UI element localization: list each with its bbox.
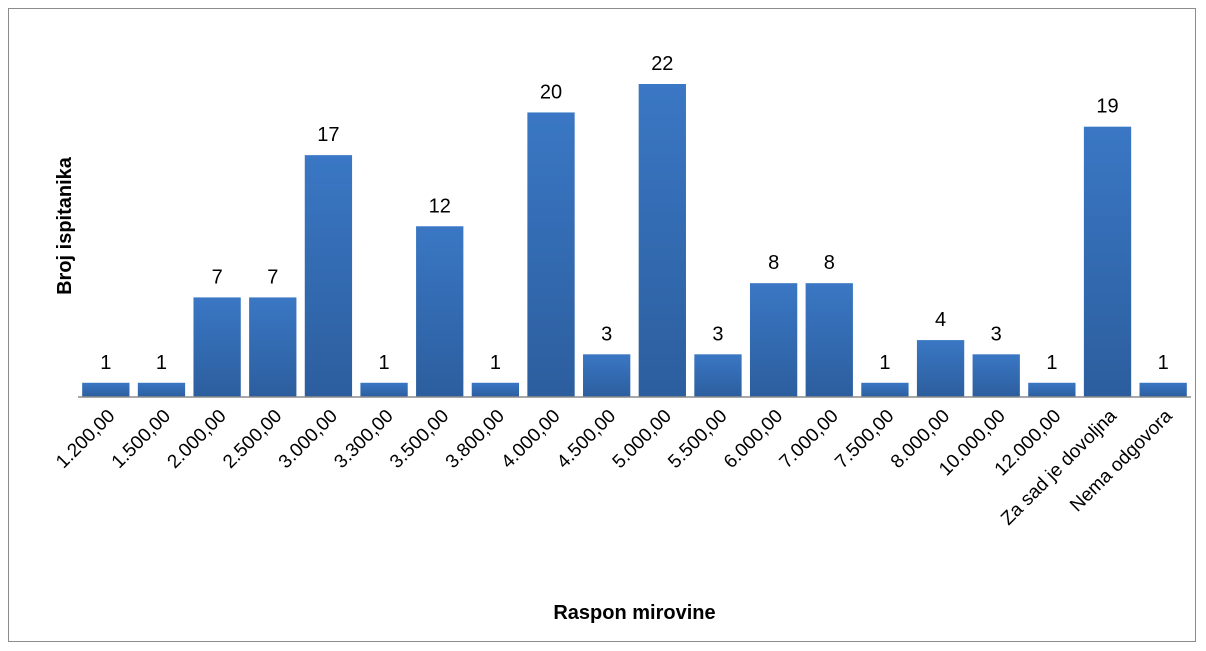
x-tick-label-3: 2.500,00 <box>219 406 286 473</box>
data-label-11: 3 <box>712 323 723 345</box>
bar-5 <box>360 382 408 397</box>
bar-17 <box>1028 382 1076 397</box>
x-tick-labels-group: 1.200,001.500,002.000,002.500,003.000,00… <box>52 405 1177 529</box>
bar-9 <box>583 354 631 397</box>
bar-18 <box>1083 126 1132 398</box>
x-tick-label-8: 4.000,00 <box>497 406 564 473</box>
bar-4 <box>304 155 353 397</box>
data-label-7: 1 <box>490 352 501 374</box>
bar-0 <box>82 382 130 397</box>
data-label-8: 20 <box>540 81 562 103</box>
data-label-10: 22 <box>651 53 673 75</box>
x-axis-title: Raspon mirovine <box>553 602 715 624</box>
x-tick-label-10: 5.000,00 <box>609 406 676 473</box>
x-tick-label-11: 5.500,00 <box>664 406 731 473</box>
data-label-17: 1 <box>1046 352 1057 374</box>
bar-3 <box>249 297 297 397</box>
chart-frame: 1 1 7 7 17 1 12 1 20 3 22 3 8 8 1 4 3 1 19 1 1.200,00 1.500,… <box>8 8 1196 642</box>
data-label-14: 1 <box>879 352 890 374</box>
x-tick-label-7: 3.800,00 <box>442 406 509 473</box>
x-tick-label-9: 4.500,00 <box>553 406 620 473</box>
bar-14 <box>861 382 909 397</box>
bar-8 <box>527 112 575 397</box>
bar-10 <box>638 84 686 397</box>
bar-19 <box>1139 382 1187 397</box>
bar-12 <box>749 283 798 397</box>
data-label-3: 7 <box>267 266 278 288</box>
data-label-15: 4 <box>935 309 946 331</box>
x-tick-label-1: 1.500,00 <box>108 406 175 473</box>
x-tick-label-14: 7.500,00 <box>831 406 898 473</box>
data-label-1: 1 <box>156 352 167 374</box>
bar-2 <box>193 297 241 397</box>
bar-16 <box>972 354 1020 397</box>
data-label-18: 19 <box>1096 96 1118 118</box>
bar-13 <box>805 283 853 397</box>
data-label-9: 3 <box>601 323 612 345</box>
bar-1 <box>137 382 186 397</box>
x-tick-label-12: 6.000,00 <box>720 406 787 473</box>
x-tick-label-0: 1.200,00 <box>52 406 119 473</box>
y-axis-title: Broj ispitanika <box>54 156 76 295</box>
x-tick-label-19: Nema odgovora <box>1066 405 1177 516</box>
data-label-5: 1 <box>379 352 390 374</box>
data-label-2: 7 <box>212 266 223 288</box>
data-label-19: 1 <box>1158 352 1169 374</box>
bar-6 <box>416 226 464 397</box>
x-tick-label-13: 7.000,00 <box>776 406 843 473</box>
x-tick-label-4: 3.000,00 <box>275 406 342 473</box>
data-label-12: 8 <box>768 252 779 274</box>
data-label-13: 8 <box>824 252 835 274</box>
x-tick-label-5: 3.300,00 <box>330 406 397 473</box>
data-label-4: 17 <box>317 124 339 146</box>
bar-15 <box>916 340 965 397</box>
bars-group <box>82 84 1187 398</box>
bar-11 <box>694 354 742 397</box>
x-tick-label-2: 2.000,00 <box>164 406 231 473</box>
bar-7 <box>471 382 520 397</box>
data-label-6: 12 <box>429 195 451 217</box>
x-tick-label-6: 3.500,00 <box>386 406 453 473</box>
data-label-16: 3 <box>991 323 1002 345</box>
data-label-0: 1 <box>100 352 111 374</box>
